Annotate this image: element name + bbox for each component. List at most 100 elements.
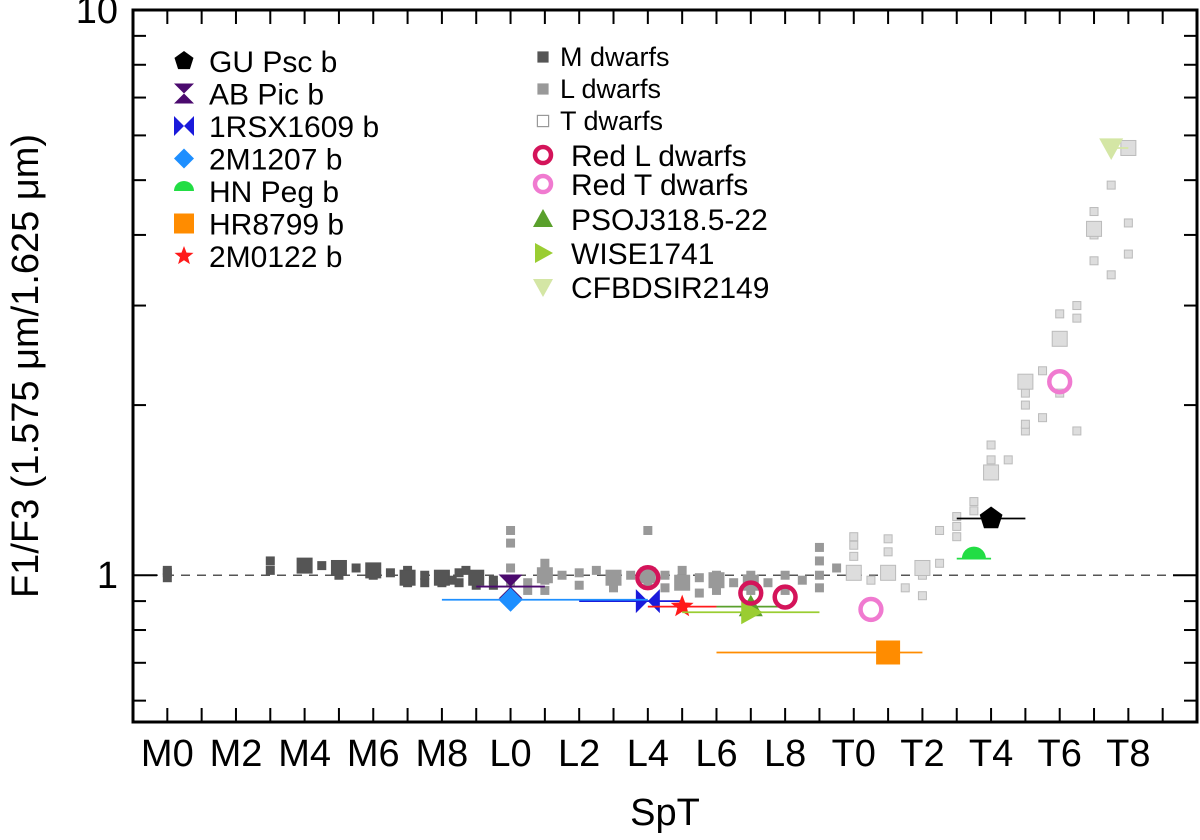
legend-marker [537,83,549,95]
x-tick-label: L0 [489,733,531,775]
legend-label: AB Pic b [209,79,324,112]
l-dwarf-point [763,578,773,588]
l-dwarf-point [780,570,790,580]
object-marker [858,596,884,623]
l-dwarf-point [574,580,584,590]
t-dwarf-point [866,575,876,585]
l-dwarf-point [677,565,687,575]
t-dwarf-point [1089,256,1099,266]
l-dwarf-point [814,556,824,566]
t-dwarf-point [952,512,962,522]
m-dwarf-bin [330,559,347,576]
x-tick-label: T0 [832,733,876,775]
legend-label: 2M0122 b [209,241,342,274]
x-tick-label: L2 [558,733,600,775]
l-dwarf-point [591,565,601,575]
m-dwarf-point [265,556,275,566]
legend-label: Red T dwarfs [571,169,748,202]
l-dwarf-point [626,570,636,580]
t-dwarf-point [1020,419,1030,429]
object-marker [1099,138,1124,160]
l-dwarf-point [540,558,550,568]
t-dwarf-point [969,506,979,516]
l-dwarf-point [523,585,533,595]
m-dwarf-point [317,561,327,571]
legend-label: HN Peg b [209,176,339,209]
object-marker [635,565,661,591]
m-dwarf-point [351,563,361,573]
object-marker [670,594,694,617]
l-dwarf-point [574,568,584,578]
m-dwarf-point [162,568,172,578]
object-marker [635,589,660,614]
t-dwarf-point [986,440,996,450]
legend-marker [174,83,194,104]
t-dwarf-point [1089,207,1099,217]
x-ticks: M0 M2 M4 M6 M8 L0 L2 L4 L6 L8 T0 T2 T4 T6 T8 [141,10,1164,775]
legend-marker [174,181,194,191]
field-dwarfs [162,139,1137,601]
legend-label: 2M1207 b [209,144,342,177]
l-dwarf-point [506,538,516,548]
x-tick-label: L6 [695,733,737,775]
object-marker [876,640,901,665]
l-dwarf-point [694,573,704,583]
legend-label: CFBDSIR2149 [571,272,769,305]
object-marker [738,580,764,606]
t-dwarf-point [1055,309,1065,319]
m-dwarf-point [420,570,430,580]
x-axis-title: SpT [630,792,700,834]
l-dwarf-point [506,563,516,573]
legend-label: GU Psc b [209,46,337,79]
legend-marker [532,144,554,166]
legend-label: L dwarfs [560,74,661,104]
objects [441,138,1129,665]
l-dwarf-bin [536,567,553,584]
l-dwarf-point [814,570,824,580]
t-dwarf-bin [845,564,862,581]
t-dwarf-point [1123,218,1133,228]
x-tick-label: M4 [278,733,331,775]
t-dwarf-point [1020,388,1030,398]
t-dwarf-point [883,534,893,544]
x-tick-label: T6 [1038,733,1082,775]
object-marker [961,546,986,559]
l-dwarf-bin [605,569,622,586]
m-dwarf-bin [433,569,450,586]
t-dwarf-point [900,583,910,593]
object-marker [1047,369,1073,395]
l-dwarf-point [506,525,516,535]
l-dwarf-point [832,563,842,573]
m-dwarf-point [420,578,430,588]
t-dwarf-point [1072,301,1082,311]
x-tick-label: L4 [627,733,669,775]
legend-label: 1RSX1609 b [209,111,379,144]
m-dwarf-bin [399,569,416,586]
x-tick-label: M6 [347,733,400,775]
x-tick-label: T4 [969,733,1013,775]
t-dwarf-point [986,455,996,465]
t-dwarf-point [935,525,945,535]
l-dwarf-point [797,575,807,585]
legend-marker [536,114,550,128]
t-dwarf-point [917,591,927,601]
t-dwarf-point [935,558,945,568]
m-dwarf-bin [296,557,313,574]
t-dwarf-point [1106,180,1116,190]
l-dwarf-point [643,525,653,535]
y-tick-label: 10 [76,0,118,32]
t-dwarf-point [952,521,962,531]
object-marker [741,600,763,625]
x-tick-label: T8 [1106,733,1150,775]
l-dwarf-point [660,583,670,593]
m-dwarf-point [385,568,395,578]
object-marker [498,587,523,612]
m-dwarf-bin [365,562,382,579]
t-dwarf-bin [1051,330,1068,347]
m-dwarf-point [265,565,275,575]
l-dwarf-point [540,585,550,595]
t-dwarf-point [883,547,893,557]
t-dwarf-bin [1017,373,1034,390]
